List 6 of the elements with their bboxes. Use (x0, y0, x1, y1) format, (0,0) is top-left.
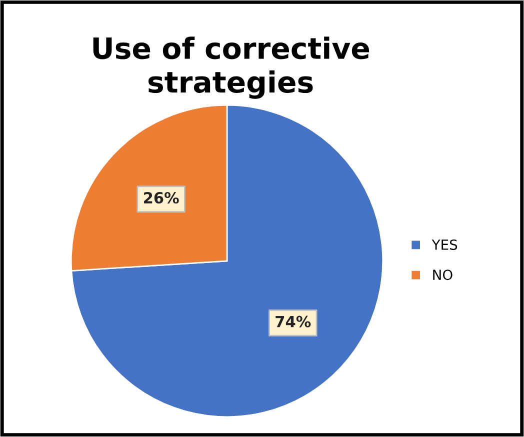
pie-slice (70, 104, 384, 418)
data-label: 26% (144, 192, 179, 204)
legend-label: NO (433, 270, 452, 280)
chart-title: Use of corrective strategies (93, 36, 370, 99)
data-label: 74% (276, 316, 311, 328)
legend-label: YES (432, 239, 458, 250)
